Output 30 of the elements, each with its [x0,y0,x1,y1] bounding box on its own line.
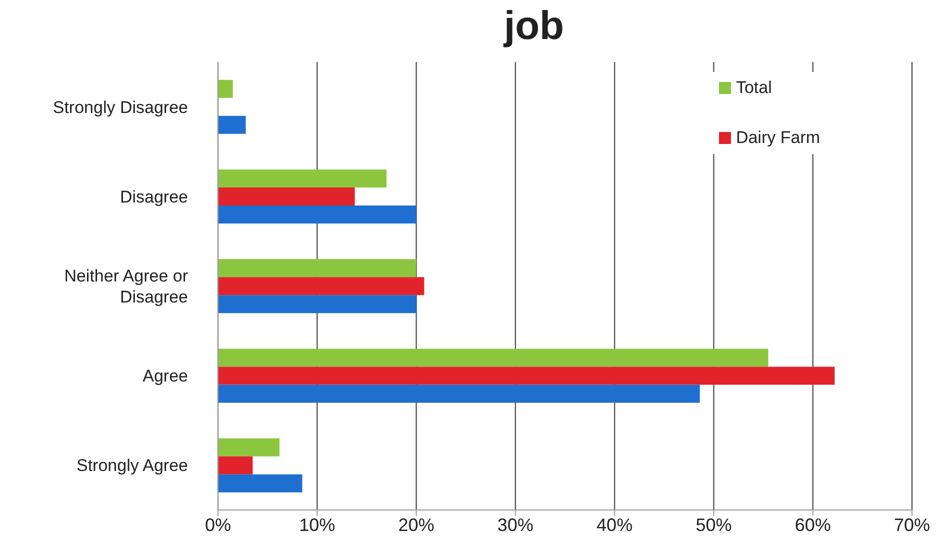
y-tick-label: Neither Agree or Disagree [64,266,188,306]
bar [218,170,387,188]
bar [218,259,416,278]
bar [218,80,233,98]
x-tick-label: 30% [497,514,534,535]
y-tick-label: Strongly Disagree [52,97,188,116]
x-tick-label: 50% [696,514,732,535]
y-tick-label: Disagree [120,186,188,206]
x-tick-label: 10% [299,514,336,535]
bar [218,366,835,385]
legend-label: Dairy Farm [736,128,820,148]
bar [218,438,280,456]
x-tick-label: 20% [398,514,434,535]
bar [218,277,424,296]
chart-title: job [502,4,565,49]
legend-label: Total [736,78,772,98]
x-tick-label: 0% [204,514,232,535]
x-tick-label: 40% [596,514,633,535]
bar [218,206,416,224]
bar [218,348,768,367]
x-tick-label: 60% [794,514,831,535]
y-tick-label: Strongly Agree [76,456,188,475]
bar [218,384,700,403]
x-tick-label: 70% [894,514,930,535]
bar [218,456,253,474]
bar [218,188,355,206]
y-tick-label: Agree [142,366,188,386]
bar [218,295,416,314]
bar [218,474,302,492]
bar [218,116,246,134]
